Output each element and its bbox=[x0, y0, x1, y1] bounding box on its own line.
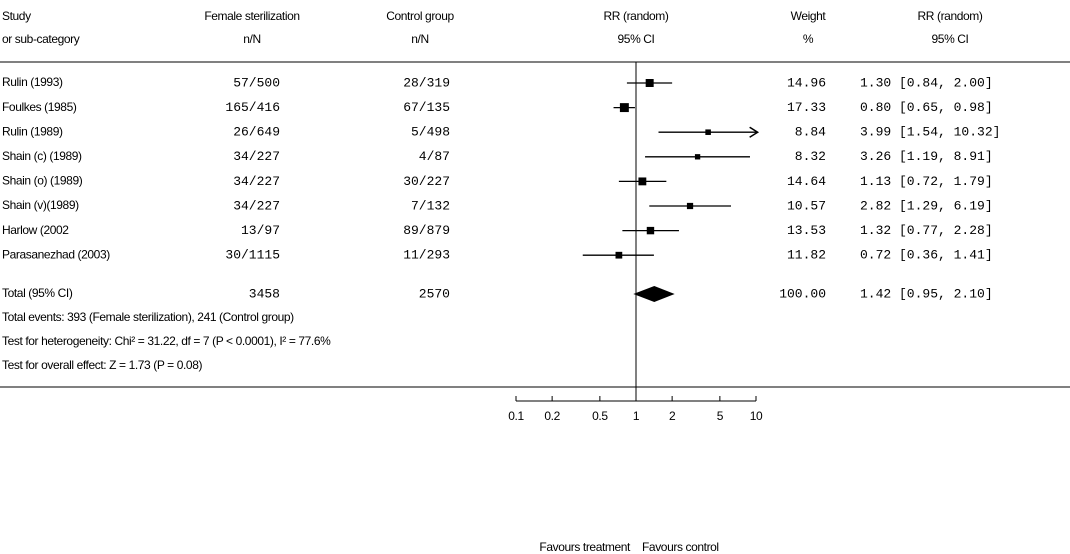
pooled-diamond bbox=[633, 286, 674, 302]
treatment-count: 34/227 bbox=[233, 198, 280, 213]
weight: 8.32 bbox=[795, 149, 826, 164]
column-header: 95% CI bbox=[932, 32, 969, 46]
treatment-count: 34/227 bbox=[233, 149, 280, 164]
weight: 13.53 bbox=[787, 223, 826, 238]
study-name: Rulin (1993) bbox=[2, 75, 63, 89]
column-header: RR (random) bbox=[604, 9, 669, 23]
study-name: Shain (v)(1989) bbox=[2, 198, 79, 212]
total-control: 2570 bbox=[419, 286, 450, 301]
treatment-count: 13/97 bbox=[241, 223, 280, 238]
control-count: 28/319 bbox=[403, 75, 450, 90]
control-count: 30/227 bbox=[403, 174, 450, 189]
footnote: Test for overall effect: Z = 1.73 (P = 0… bbox=[2, 358, 202, 372]
effect-square bbox=[646, 79, 654, 87]
treatment-count: 30/1115 bbox=[225, 248, 280, 263]
x-tick-label: 1 bbox=[633, 409, 640, 423]
treatment-count: 165/416 bbox=[225, 100, 280, 115]
study-name: Foulkes (1985) bbox=[2, 100, 77, 114]
x-tick-label: 10 bbox=[750, 409, 763, 423]
rr-ci: 3.99 [1.54, 10.32] bbox=[860, 125, 1000, 140]
rr-ci: 0.80 [0.65, 0.98] bbox=[860, 100, 993, 115]
x-tick-label: 2 bbox=[669, 409, 676, 423]
rr-ci: 1.13 [0.72, 1.79] bbox=[860, 174, 993, 189]
effect-square bbox=[687, 203, 693, 209]
weight: 14.96 bbox=[787, 75, 826, 90]
weight: 17.33 bbox=[787, 100, 826, 115]
x-tick-label: 5 bbox=[717, 409, 724, 423]
rr-ci: 2.82 [1.29, 6.19] bbox=[860, 198, 993, 213]
effect-square bbox=[647, 227, 654, 234]
effect-square bbox=[695, 154, 700, 159]
weight: 10.57 bbox=[787, 198, 826, 213]
total-treatment: 3458 bbox=[249, 286, 280, 301]
study-name: Harlow (2002 bbox=[2, 223, 69, 237]
control-count: 11/293 bbox=[403, 248, 450, 263]
column-header: 95% CI bbox=[618, 32, 655, 46]
column-header: RR (random) bbox=[918, 9, 983, 23]
forest-plot: Study or sub-category Female sterilization… bbox=[0, 0, 1070, 554]
column-header: Control group bbox=[386, 9, 454, 23]
treatment-count: 34/227 bbox=[233, 174, 280, 189]
effect-square bbox=[616, 252, 623, 259]
total-label: Total (95% CI) bbox=[2, 286, 73, 300]
control-count: 89/879 bbox=[403, 223, 450, 238]
study-name: Rulin (1989) bbox=[2, 124, 63, 138]
control-count: 5/498 bbox=[411, 125, 450, 140]
column-header: or sub-category bbox=[2, 32, 80, 46]
study-name: Parasanezhad (2003) bbox=[2, 247, 110, 261]
treatment-count: 57/500 bbox=[233, 75, 280, 90]
column-header: Weight bbox=[791, 9, 827, 23]
axis-label-right: Favours control bbox=[642, 540, 719, 554]
weight: 8.84 bbox=[795, 125, 826, 140]
rr-ci: 1.32 [0.77, 2.28] bbox=[860, 223, 993, 238]
effect-square bbox=[705, 129, 711, 135]
weight: 14.64 bbox=[787, 174, 826, 189]
column-header: Study bbox=[2, 9, 31, 23]
weight: 11.82 bbox=[787, 248, 826, 263]
rr-ci: 0.72 [0.36, 1.41] bbox=[860, 248, 993, 263]
x-tick-label: 0.1 bbox=[508, 409, 524, 423]
control-count: 7/132 bbox=[411, 198, 450, 213]
effect-square bbox=[620, 103, 629, 112]
control-count: 4/87 bbox=[419, 149, 450, 164]
column-header: % bbox=[803, 32, 814, 46]
footnote: Total events: 393 (Female sterilization)… bbox=[2, 310, 294, 324]
x-tick-label: 0.2 bbox=[544, 409, 560, 423]
axis-label-left: Favours treatment bbox=[539, 540, 631, 554]
effect-square bbox=[638, 177, 646, 185]
study-name: Shain (c) (1989) bbox=[2, 149, 82, 163]
footnote: Test for heterogeneity: Chi² = 31.22, df… bbox=[2, 334, 331, 348]
rr-ci: 3.26 [1.19, 8.91] bbox=[860, 149, 993, 164]
control-count: 67/135 bbox=[403, 100, 450, 115]
column-header: n/N bbox=[243, 32, 260, 46]
treatment-count: 26/649 bbox=[233, 125, 280, 140]
column-header: Female sterilization bbox=[204, 9, 299, 23]
x-tick-label: 0.5 bbox=[592, 409, 608, 423]
column-header: n/N bbox=[411, 32, 428, 46]
rr-ci: 1.30 [0.84, 2.00] bbox=[860, 75, 993, 90]
total-rr-ci: 1.42 [0.95, 2.10] bbox=[860, 286, 993, 301]
study-name: Shain (o) (1989) bbox=[2, 174, 83, 188]
total-weight: 100.00 bbox=[779, 286, 826, 301]
